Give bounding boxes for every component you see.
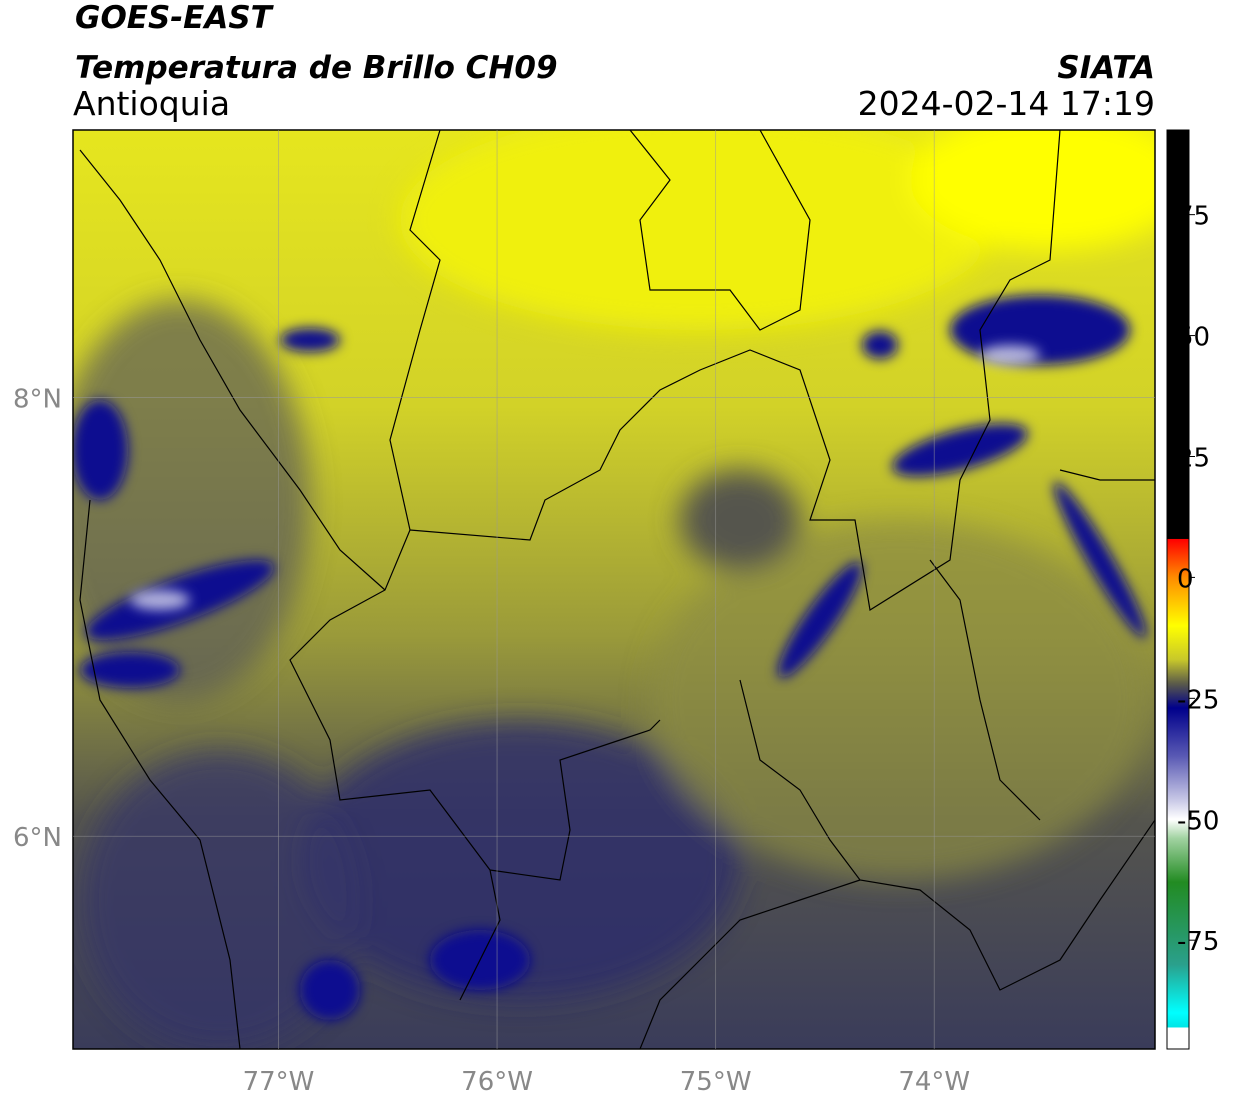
title: GOES-EAST [75, 0, 275, 36]
colorbar-tick-label: 25 [1177, 443, 1210, 473]
lat-tick-label: 8°N [13, 385, 62, 415]
colorbar-tick-label: 0 [1177, 564, 1194, 594]
colorbar-tick-label: -25 [1177, 685, 1219, 715]
lon-tick-label: 75°W [680, 1067, 752, 1097]
map-frame [72, 129, 1156, 1050]
colorbar-tick-label: 50 [1177, 323, 1210, 353]
source: SIATA [1057, 50, 1155, 86]
subtitle: Temperatura de Brillo CH09 [75, 50, 558, 86]
lon-tick-label: 76°W [461, 1067, 533, 1097]
map-image [73, 130, 1155, 1049]
colorbar-tick-label: 75 [1177, 202, 1210, 232]
datetime: 2024-02-14 17:19 [858, 84, 1155, 123]
lon-tick-label: 77°W [243, 1067, 315, 1097]
lat-tick-label: 6°N [13, 823, 62, 853]
colorbar-tick-label: -50 [1177, 806, 1219, 836]
colorbar [1166, 129, 1190, 1050]
colorbar-tick-label: -75 [1177, 927, 1219, 957]
lon-tick-label: 74°W [898, 1067, 970, 1097]
region: Antioquia [73, 84, 230, 123]
